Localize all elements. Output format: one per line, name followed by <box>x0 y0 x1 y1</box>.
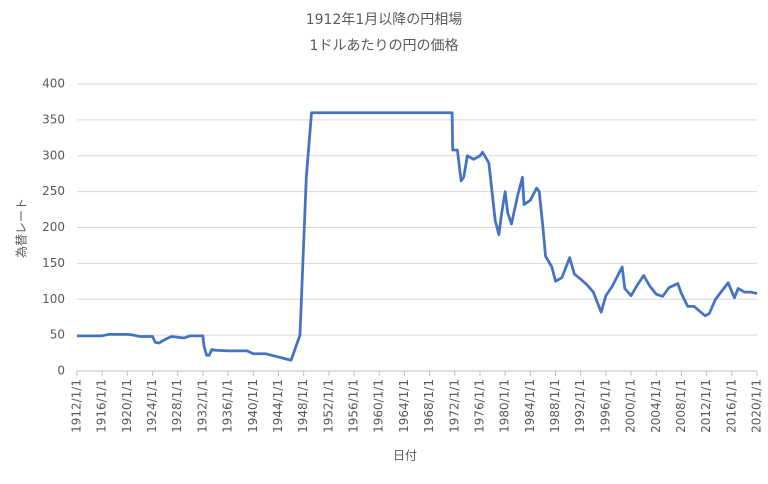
x-tick-label: 1960/1/1 <box>372 379 386 433</box>
x-tick-label: 1940/1/1 <box>246 379 260 433</box>
x-tick-label: 2000/1/1 <box>624 379 638 433</box>
x-tick-label: 1992/1/1 <box>573 379 587 433</box>
x-tick-label: 1996/1/1 <box>598 379 612 433</box>
x-tick-label: 2004/1/1 <box>649 379 663 433</box>
y-tick-label: 0 <box>57 364 65 378</box>
x-tick-label: 1980/1/1 <box>498 379 512 433</box>
x-tick-label: 1984/1/1 <box>523 379 537 433</box>
chart-title: 1912年1月以降の円相場 <box>306 12 463 28</box>
y-tick-label: 150 <box>42 256 65 270</box>
y-tick-label: 50 <box>50 328 65 342</box>
data-line <box>77 111 758 362</box>
x-tick-label: 2016/1/1 <box>724 379 738 433</box>
x-tick-label: 1956/1/1 <box>347 379 361 433</box>
x-tick-label: 1912/1/1 <box>70 379 84 433</box>
x-tick-label: 1928/1/1 <box>170 379 184 433</box>
x-tick-label: 1924/1/1 <box>145 379 159 433</box>
x-tick-label: 1964/1/1 <box>397 379 411 433</box>
x-tick-label: 1932/1/1 <box>195 379 209 433</box>
y-tick-label: 250 <box>42 184 65 198</box>
x-tick-label: 1936/1/1 <box>221 379 235 433</box>
x-tick-label: 1920/1/1 <box>120 379 134 433</box>
y-tick-label: 300 <box>42 148 65 162</box>
y-tick-label: 400 <box>42 77 65 91</box>
y-axis-title: 為替レート <box>15 198 29 258</box>
x-tick-label: 1976/1/1 <box>472 379 486 433</box>
y-tick-label: 200 <box>42 220 65 234</box>
x-tick-label: 1972/1/1 <box>447 379 461 433</box>
x-tick-label: 2012/1/1 <box>699 379 713 433</box>
x-axis-title: 日付 <box>393 449 417 463</box>
chart-subtitle: 1ドルあたりの円の価格 <box>310 38 459 54</box>
x-tick-label: 1948/1/1 <box>296 379 310 433</box>
x-tick-label: 1952/1/1 <box>321 379 335 433</box>
x-tick-label: 1944/1/1 <box>271 379 285 433</box>
x-tick-label: 1916/1/1 <box>95 379 109 433</box>
x-tick-label: 1968/1/1 <box>422 379 436 433</box>
x-tick-label: 1988/1/1 <box>548 379 562 433</box>
x-tick-label: 2008/1/1 <box>674 379 688 433</box>
y-tick-label: 350 <box>42 112 65 126</box>
x-tick-label: 2020/1/1 <box>750 379 764 433</box>
y-tick-label: 100 <box>42 292 65 306</box>
